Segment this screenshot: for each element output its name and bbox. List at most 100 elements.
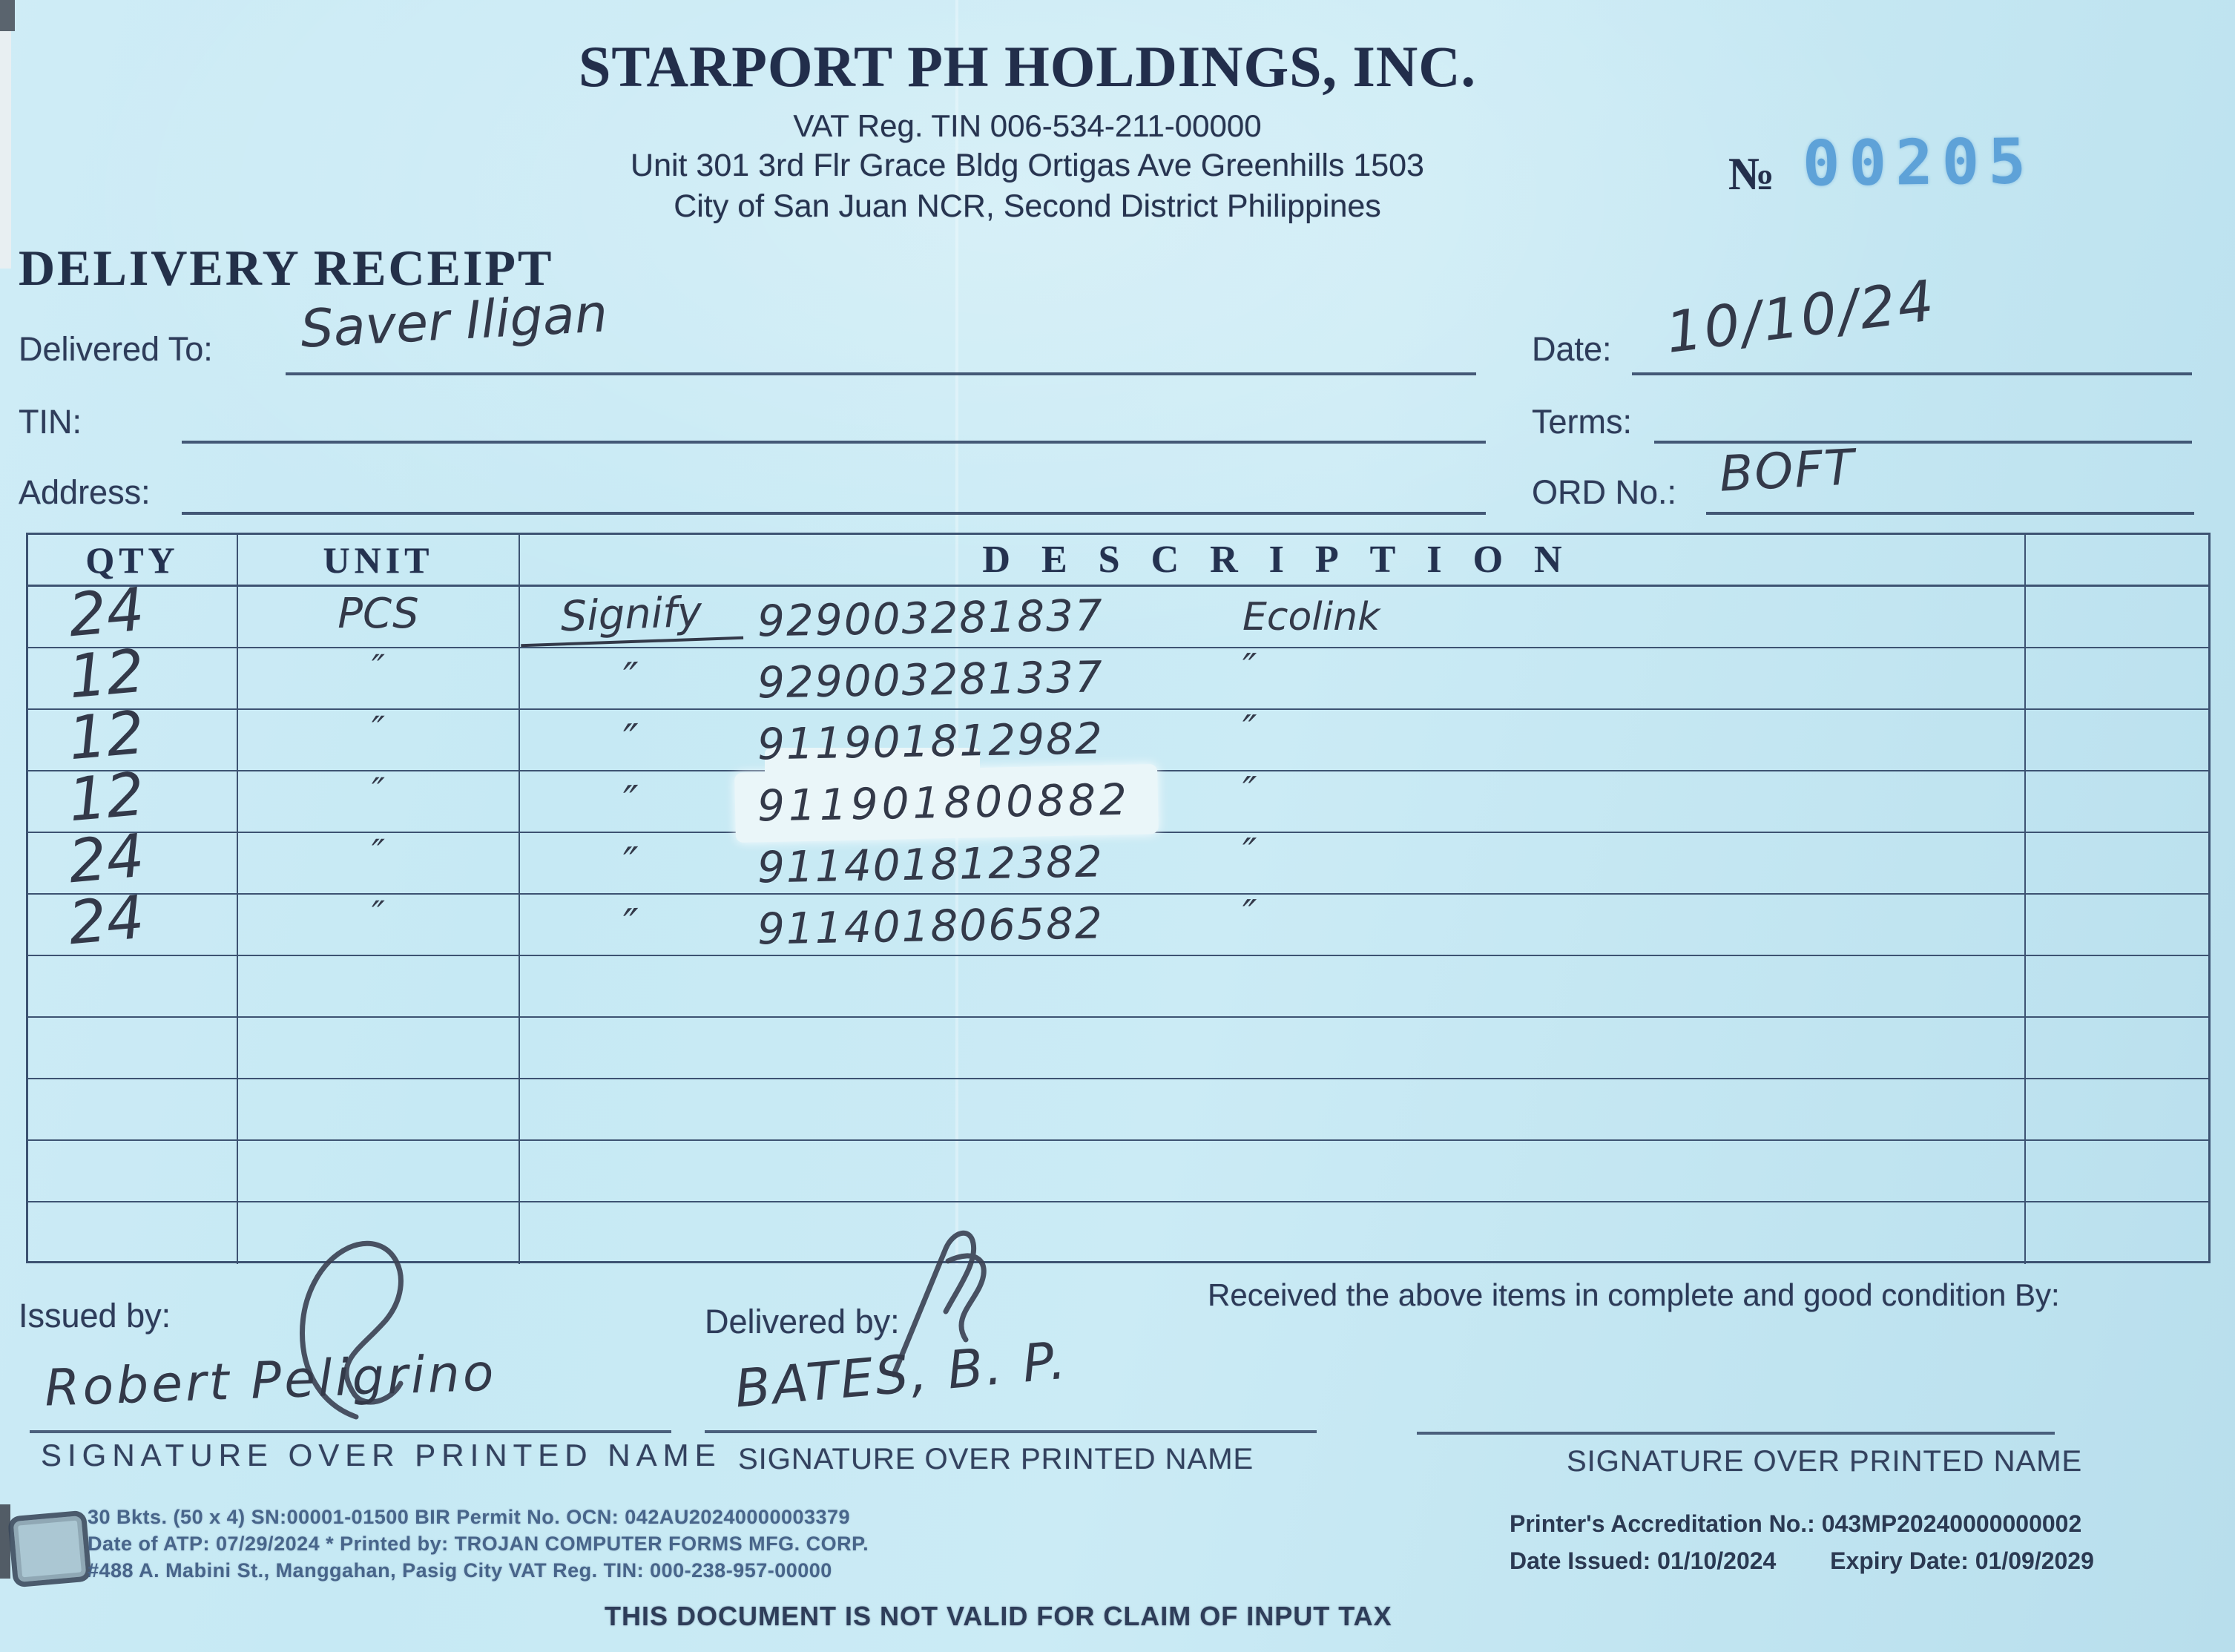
- qty-cell: 12: [28, 760, 238, 835]
- amount-cell: [2026, 1079, 2208, 1141]
- unit-cell: ″: [238, 771, 520, 833]
- receipt-number-label: №: [1728, 149, 1775, 200]
- tin-underline: [182, 441, 1486, 444]
- table-row-empty: [28, 1018, 2208, 1079]
- qty-cell: [28, 1079, 238, 1141]
- product-ditto: ″: [1242, 769, 1257, 814]
- qty-cell: 12: [28, 698, 238, 773]
- accreditation-dates: Date Issued: 01/10/2024 Expiry Date: 01/…: [1510, 1547, 2094, 1575]
- unit-ditto: ″: [372, 832, 385, 874]
- unit-value: PCS: [338, 590, 419, 638]
- unit-ditto: ″: [372, 893, 385, 935]
- unit-cell: [238, 1018, 520, 1079]
- description-cell: [520, 956, 2026, 1018]
- unit-cell: [238, 956, 520, 1018]
- tin-label: TIN:: [19, 403, 82, 441]
- product-value: Ecolink: [1242, 594, 1380, 639]
- date-underline: [1632, 372, 2192, 375]
- table-row-empty: [28, 1202, 2208, 1264]
- table-row-empty: [28, 1079, 2208, 1141]
- vat-reg-line: VAT Reg. TIN 006-534-211-00000: [793, 108, 1262, 143]
- description-cell: ″ 911401812382 ″: [520, 831, 2026, 895]
- amount-cell: [2026, 833, 2208, 895]
- item-code-value: 929003281337: [757, 651, 1105, 708]
- receipt-number-value: 00205: [1802, 125, 2035, 200]
- ord-no-underline: [1706, 512, 2194, 515]
- date-value: 10/10/24: [1662, 267, 1940, 366]
- amount-cell: [2026, 895, 2208, 956]
- table-row-empty: [28, 956, 2208, 1018]
- unit-ditto: ″: [372, 647, 385, 689]
- table-header-row: QTY UNIT DESCRIPTION: [28, 535, 2208, 587]
- product-ditto: ″: [1242, 645, 1257, 691]
- received-by-text: Received the above items in complete and…: [1208, 1277, 2060, 1312]
- date-label: Date:: [1532, 330, 1612, 368]
- table-header-description: DESCRIPTION: [520, 535, 2026, 587]
- description-cell: ″ 911901800882 ″: [520, 748, 2026, 843]
- table-row: 24 ″ ″ 911401812382 ″: [28, 821, 2208, 896]
- ord-no-label: ORD No.:: [1532, 473, 1677, 511]
- qty-cell: 24: [28, 883, 238, 958]
- table-row: 12 ″ ″ 929003281337 ″: [28, 636, 2208, 711]
- delivered-by-signature-line: [705, 1430, 1317, 1433]
- qty-value: 24: [65, 882, 148, 958]
- qty-cell: [28, 1202, 238, 1264]
- table-row: 24 PCS Signify 929003281837 Ecolink: [28, 575, 2208, 650]
- unit-cell: [238, 1079, 520, 1141]
- unit-cell: [238, 1141, 520, 1202]
- terms-label: Terms:: [1532, 403, 1632, 441]
- delivered-by-signature-stroke: [891, 1230, 987, 1378]
- description-cell: [520, 1202, 2026, 1264]
- description-cell: Signify 929003281837 Ecolink: [519, 586, 2026, 648]
- description-cell: [520, 1079, 2026, 1141]
- unit-ditto: ″: [372, 770, 385, 812]
- table-row: 12 ″ ″ 911901800882 ″: [28, 748, 2208, 843]
- amount-cell: [2026, 956, 2208, 1018]
- receipt-header: STARPORT PH HOLDINGS, INC. VAT Reg. TIN …: [282, 27, 1773, 227]
- unit-cell: [238, 1202, 520, 1264]
- terms-underline: [1654, 441, 2192, 444]
- company-address-line-1: Unit 301 3rd Flr Grace Bldg Ortigas Ave …: [631, 148, 1424, 183]
- brand-ditto: ″: [622, 838, 640, 888]
- item-code-value: 911901812982: [757, 712, 1105, 769]
- delivered-by-label: Delivered by:: [705, 1303, 900, 1340]
- item-code-value: 911401812382: [757, 835, 1105, 892]
- qty-cell: 24: [28, 575, 238, 650]
- table-row: 12 ″ ″ 911901812982 ″: [28, 698, 2208, 773]
- fine-print-line-1: 30 Bkts. (50 x 4) SN:00001-01500 BIR Per…: [88, 1506, 851, 1528]
- unit-cell: ″: [238, 893, 520, 956]
- issued-by-label: Issued by:: [19, 1297, 171, 1335]
- item-code-value: 911901800882: [757, 774, 1131, 831]
- amount-cell: [2026, 1018, 2208, 1079]
- paper-crease: [955, 0, 958, 1265]
- table-row: 24 ″ ″ 911401806582 ″: [28, 883, 2208, 958]
- address-label: Address:: [19, 473, 151, 511]
- correction-fluid-patch: [765, 748, 980, 780]
- qty-cell: 12: [28, 636, 238, 711]
- description-cell: ″ 929003281337 ″: [520, 645, 2026, 710]
- company-name: STARPORT PH HOLDINGS, INC.: [578, 34, 1477, 99]
- signature-caption: SIGNATURE OVER PRINTED NAME: [41, 1438, 722, 1472]
- amount-cell: [2026, 710, 2208, 771]
- unit-cell: ″: [238, 709, 520, 771]
- printers-accreditation: Printer's Accreditation No.: 043MP202400…: [1510, 1510, 2082, 1537]
- description-cell: [520, 1018, 2026, 1079]
- qty-cell: 24: [28, 821, 238, 896]
- items-table: QTY UNIT DESCRIPTION 24 PCS Signify 9290…: [26, 533, 2211, 1264]
- table-header-unit: UNIT: [238, 535, 520, 587]
- expiry-date: Expiry Date: 01/09/2029: [1830, 1547, 2094, 1574]
- issued-by-signature-line: [30, 1430, 671, 1433]
- description-cell: ″ 911901812982 ″: [520, 708, 2026, 771]
- ord-no-value: BOFT: [1718, 438, 1857, 503]
- scan-edge-bottom: [0, 1504, 10, 1579]
- footer-disclaimer: THIS DOCUMENT IS NOT VALID FOR CLAIM OF …: [605, 1601, 1392, 1631]
- scan-edge-corner: [0, 0, 15, 31]
- date-issued: Date Issued: 01/10/2024: [1510, 1547, 1777, 1574]
- amount-cell: [2026, 587, 2208, 648]
- brand-ditto: ″: [622, 654, 640, 703]
- item-code-value: 911401806582: [757, 897, 1105, 954]
- scan-edge-strip: [0, 31, 11, 269]
- amount-cell: [2026, 648, 2208, 710]
- qty-cell: [28, 956, 238, 1018]
